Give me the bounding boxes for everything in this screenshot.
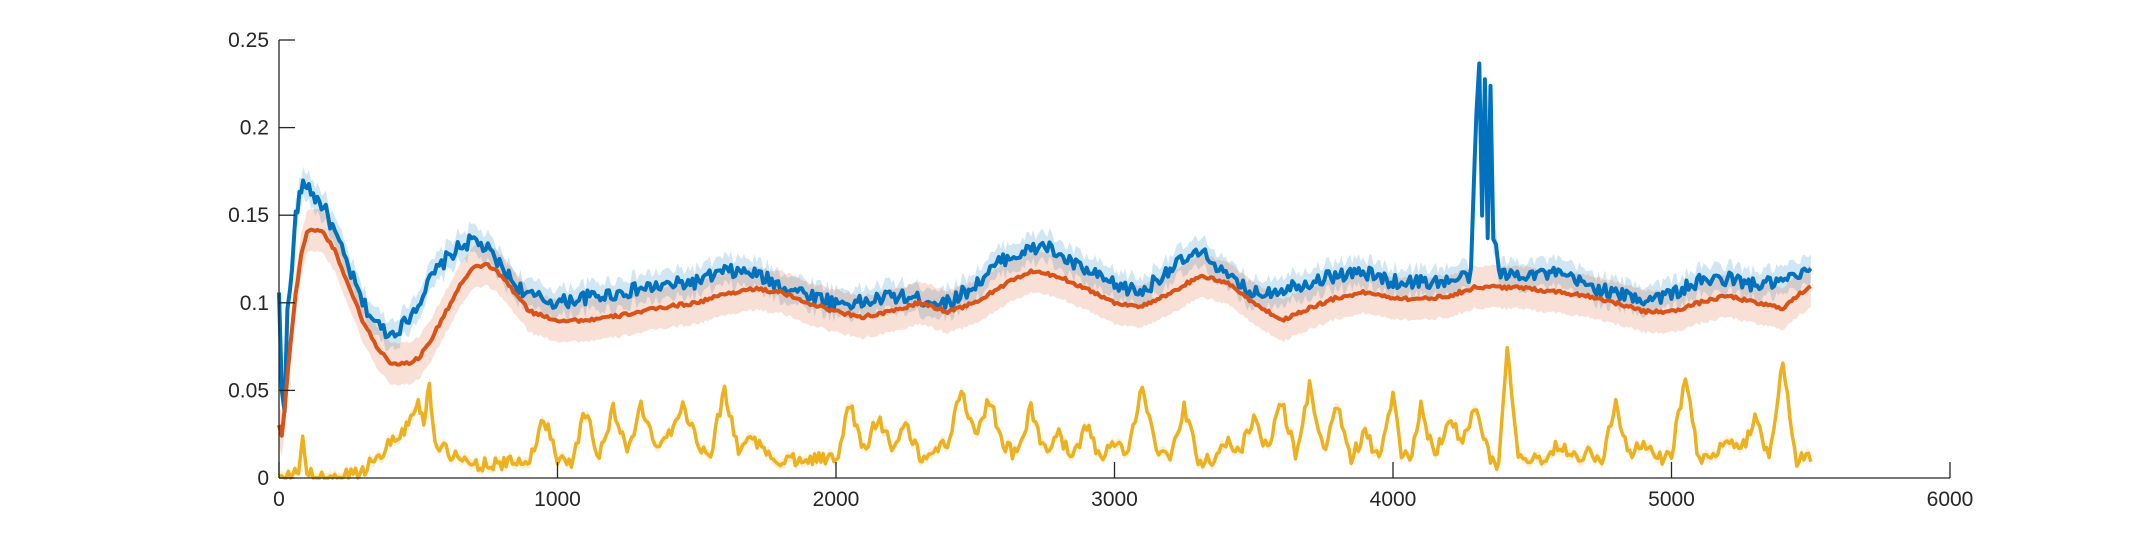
series-1-band xyxy=(279,49,1811,426)
axes xyxy=(278,40,1950,479)
x-tick-label: 5000 xyxy=(1648,488,1695,511)
x-tick-label: 2000 xyxy=(813,488,860,511)
y-axis-ticks: 0 0.05 0.1 0.15 0.2 0.25 xyxy=(228,29,295,490)
x-tick-label: 0 xyxy=(273,488,285,511)
y-tick-label: 0.05 xyxy=(228,379,269,402)
series-2-band xyxy=(279,208,1811,457)
series-lines xyxy=(277,61,1813,480)
series-1-line xyxy=(277,61,1813,414)
x-tick-label: 4000 xyxy=(1370,488,1417,511)
y-tick-label: 0.2 xyxy=(240,117,269,140)
series-3-line xyxy=(277,345,1813,480)
y-tick-label: 0.15 xyxy=(228,204,269,227)
confidence-bands xyxy=(279,49,1811,478)
x-tick-label: 3000 xyxy=(1091,488,1138,511)
x-tick-label: 6000 xyxy=(1927,488,1974,511)
y-tick-label: 0.25 xyxy=(228,29,269,52)
x-axis-ticks: 0 1000 2000 3000 4000 5000 6000 xyxy=(273,462,1973,511)
y-tick-label: 0 xyxy=(257,467,269,490)
series-2-line xyxy=(277,227,1812,438)
y-tick-label: 0.1 xyxy=(240,292,269,315)
x-tick-label: 1000 xyxy=(534,488,581,511)
